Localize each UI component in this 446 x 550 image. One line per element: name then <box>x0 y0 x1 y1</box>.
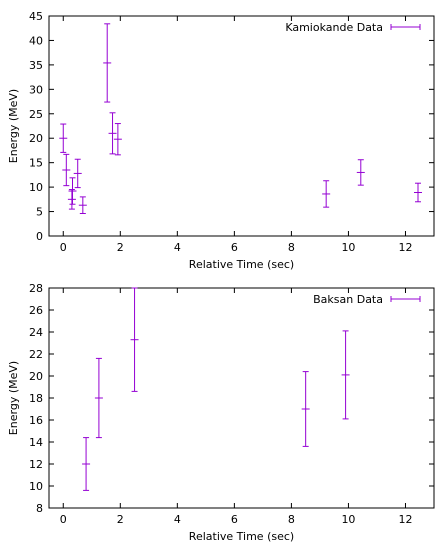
x-tick-label: 4 <box>174 513 181 526</box>
x-tick-label: 10 <box>341 513 355 526</box>
y-tick-label: 40 <box>29 34 43 47</box>
x-tick-label: 0 <box>60 513 67 526</box>
x-tick-label: 2 <box>117 241 124 254</box>
y-tick-label: 0 <box>36 230 43 243</box>
y-tick-label: 25 <box>29 108 43 121</box>
y-tick-label: 12 <box>29 458 43 471</box>
x-tick-label: 12 <box>398 513 412 526</box>
data-point <box>322 180 331 208</box>
y-tick-label: 18 <box>29 392 43 405</box>
data-point <box>356 159 365 186</box>
x-tick-label: 8 <box>288 241 295 254</box>
plot-frame <box>48 15 435 237</box>
data-point <box>414 182 423 203</box>
y-tick-label: 14 <box>29 436 43 449</box>
data-point <box>78 196 87 215</box>
data-point <box>341 330 350 420</box>
y-tick-label: 35 <box>29 59 43 72</box>
x-axis-label: Relative Time (sec) <box>189 530 294 543</box>
plot-frame <box>48 287 435 509</box>
data-point <box>113 123 122 156</box>
y-tick-label: 8 <box>36 502 43 515</box>
x-tick-label: 2 <box>117 513 124 526</box>
x-axis-label: Relative Time (sec) <box>189 258 294 271</box>
data-point <box>108 112 117 155</box>
y-tick-label: 22 <box>29 348 43 361</box>
kamiokande-plot: 0 2 4 6 8 10 12 0 5 10 15 20 25 30 35 40 45 Relative Time… <box>7 10 435 271</box>
x-tick-label: 4 <box>174 241 181 254</box>
data-point <box>62 153 71 187</box>
y-tick-label: 10 <box>29 480 43 493</box>
legend-label: Kamiokande Data <box>285 21 383 34</box>
y-tick-label: 16 <box>29 414 43 427</box>
x-tick-label: 6 <box>231 513 238 526</box>
x-tick-label: 8 <box>288 513 295 526</box>
data-point <box>73 158 82 189</box>
y-tick-label: 5 <box>36 206 43 219</box>
y-tick-label: 10 <box>29 181 43 194</box>
x-tick-label: 12 <box>398 241 412 254</box>
y-tick-label: 26 <box>29 304 43 317</box>
x-tick-label: 0 <box>60 241 67 254</box>
data-point <box>301 371 310 447</box>
legend-label: Baksan Data <box>313 293 383 306</box>
data-point <box>68 177 77 205</box>
data-point <box>67 189 76 210</box>
y-tick-label: 45 <box>29 10 43 23</box>
y-axis-label: Energy (MeV) <box>7 361 20 435</box>
y-axis-label: Energy (MeV) <box>7 89 20 163</box>
y-tick-label: 28 <box>29 282 43 295</box>
data-point <box>59 123 68 153</box>
data-point <box>103 23 112 103</box>
data-point <box>94 357 103 439</box>
y-tick-label: 20 <box>29 370 43 383</box>
y-tick-label: 15 <box>29 157 43 170</box>
data-point <box>82 437 91 491</box>
y-tick-label: 30 <box>29 83 43 96</box>
y-tick-label: 24 <box>29 326 43 339</box>
y-tick-label: 20 <box>29 132 43 145</box>
x-tick-label: 6 <box>231 241 238 254</box>
x-tick-label: 10 <box>341 241 355 254</box>
data-point <box>130 287 139 392</box>
